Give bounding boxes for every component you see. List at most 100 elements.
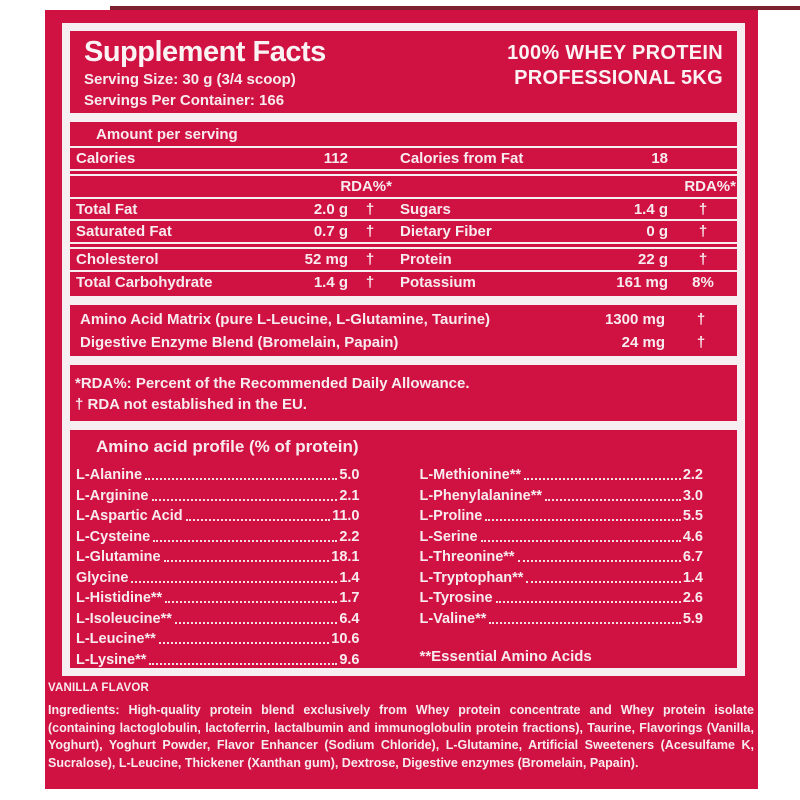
amino-value: 1.4 bbox=[682, 569, 703, 586]
nutrient-label: Dietary Fiber bbox=[400, 223, 492, 241]
amino-name: L-Aspartic Acid bbox=[76, 508, 183, 525]
product-name: 100% WHEY PROTEIN PROFESSIONAL 5KG bbox=[507, 36, 723, 111]
amino-row: L-Serine 4.6 bbox=[420, 524, 704, 545]
dotted-leader bbox=[517, 560, 681, 563]
dotted-leader bbox=[185, 519, 331, 522]
amino-name: L-Arginine bbox=[76, 487, 149, 504]
matrix-rda: † bbox=[696, 310, 706, 328]
rda-notes: *RDA%: Percent of the Recommended Daily … bbox=[70, 365, 737, 421]
facts-heading-block: Supplement Facts Serving Size: 30 g (3/4… bbox=[84, 36, 326, 111]
flavor-label: VANILLA FLAVOR bbox=[48, 682, 149, 694]
amino-row: L-Proline 5.5 bbox=[420, 504, 704, 524]
rda-header-right: RDA%* bbox=[684, 177, 736, 195]
nutrient-label: Cholesterol bbox=[76, 251, 159, 269]
amino-row: L-Cysteine 2.2 bbox=[76, 524, 360, 545]
matrix-row: Digestive Enzyme Blend (Bromelain, Papai… bbox=[70, 331, 737, 354]
dotted-leader bbox=[544, 498, 681, 501]
divider-bar bbox=[70, 420, 737, 430]
matrix-section: Amino Acid Matrix (pure L-Leucine, L-Glu… bbox=[70, 305, 737, 356]
essential-amino-note: **Essential Amino Acids bbox=[419, 647, 592, 665]
nutrient-label: Total Carbohydrate bbox=[76, 274, 213, 292]
note-rda: *RDA%: Percent of the Recommended Daily … bbox=[75, 374, 470, 392]
nutrient-rda: † bbox=[698, 251, 708, 269]
product-name-line2: PROFESSIONAL 5KG bbox=[514, 67, 723, 89]
amino-name: L-Serine bbox=[419, 528, 478, 545]
supplement-facts-frame: Supplement Facts Serving Size: 30 g (3/4… bbox=[62, 23, 745, 676]
amino-name: L-Valine** bbox=[419, 610, 487, 627]
amino-row: L-Lysine** 9.6 bbox=[76, 647, 360, 668]
amino-value: 2.6 bbox=[682, 590, 703, 607]
amino-name: L-Tryptophan** bbox=[419, 569, 524, 586]
dotted-leader bbox=[165, 601, 338, 604]
nutrient-value: 1.4 g bbox=[633, 200, 668, 218]
nutrient-value: 1.4 g bbox=[313, 274, 348, 292]
calories-row: Calories 112 Calories from Fat 18 bbox=[70, 148, 737, 169]
divider-line bbox=[70, 270, 737, 273]
amino-name: L-Alanine bbox=[76, 467, 143, 484]
amino-row: L-Glutamine 18.1 bbox=[76, 545, 360, 566]
amino-value: 18.1 bbox=[331, 549, 360, 566]
nutrient-row: Total Carbohydrate 1.4 g † Potassium 161… bbox=[70, 272, 737, 293]
amino-value: 2.2 bbox=[339, 528, 360, 545]
nutrient-rda: † bbox=[698, 223, 708, 241]
dotted-leader bbox=[526, 580, 681, 583]
amino-row: L-Valine** 5.9 bbox=[420, 606, 704, 627]
calories-value: 112 bbox=[323, 149, 348, 167]
dotted-leader bbox=[480, 539, 681, 542]
dotted-leader bbox=[151, 498, 338, 501]
dotted-leader bbox=[145, 478, 338, 481]
rda-header-row: RDA%* RDA%* bbox=[70, 176, 737, 197]
matrix-label: Amino Acid Matrix (pure L-Leucine, L-Glu… bbox=[80, 310, 491, 328]
amino-name: L-Cysteine bbox=[76, 528, 151, 545]
amino-value: 2.1 bbox=[339, 487, 360, 504]
servings-per-container: Servings Per Container: 166 bbox=[84, 92, 285, 109]
serving-size: Serving Size: 30 g (3/4 scoop) bbox=[84, 71, 296, 88]
nutrient-rda: † bbox=[365, 251, 375, 269]
dotted-leader bbox=[495, 601, 681, 604]
nutrient-label: Potassium bbox=[400, 274, 476, 292]
amino-value: 9.6 bbox=[339, 651, 360, 668]
amino-name: L-Glutamine bbox=[76, 549, 161, 566]
nutrient-label: Sugars bbox=[400, 200, 451, 218]
amino-value: 5.0 bbox=[339, 467, 360, 484]
amino-name: L-Leucine** bbox=[76, 631, 156, 648]
amino-name: L-Histidine** bbox=[76, 590, 163, 607]
dotted-leader bbox=[163, 560, 330, 563]
matrix-label: Digestive Enzyme Blend (Bromelain, Papai… bbox=[80, 333, 399, 351]
amino-name: L-Methionine** bbox=[419, 467, 522, 484]
amino-columns: L-Alanine 5.0 L-Arginine 2.1 L-Aspartic Ac… bbox=[74, 463, 733, 668]
amino-name: L-Isoleucine** bbox=[76, 610, 172, 627]
amino-name: L-Threonine** bbox=[419, 549, 515, 566]
amino-value: 4.6 bbox=[682, 528, 703, 545]
dotted-leader bbox=[485, 519, 681, 522]
nutrient-rda: † bbox=[365, 223, 375, 241]
matrix-value: 24 mg bbox=[621, 333, 665, 351]
nutrient-rda: 8% bbox=[692, 274, 714, 292]
dotted-leader bbox=[131, 580, 338, 583]
amino-value: 3.0 bbox=[682, 487, 703, 504]
amino-name: L-Lysine** bbox=[76, 651, 147, 668]
ingredients-text: Ingredients: High-quality protein blend … bbox=[48, 703, 754, 770]
amino-row: L-Alanine 5.0 bbox=[76, 463, 360, 484]
product-name-line1: 100% WHEY PROTEIN bbox=[507, 42, 723, 64]
note-dagger: † RDA not established in the EU. bbox=[75, 395, 307, 413]
supplement-label: Supplement Facts Serving Size: 30 g (3/4… bbox=[45, 10, 758, 789]
amino-row: L-Methionine** 2.2 bbox=[419, 463, 704, 484]
nutrient-value: 52 mg bbox=[304, 251, 348, 269]
divider-line bbox=[70, 146, 737, 148]
amino-profile-section: Amino acid profile (% of protein) L-Alan… bbox=[70, 430, 737, 668]
amino-row: L-Isoleucine** 6.4 bbox=[76, 606, 360, 627]
amino-row: L-Phenylalanine** 3.0 bbox=[420, 483, 704, 504]
amino-column-right: L-Methionine** 2.2 L-Phenylalanine** 3.0 L… bbox=[420, 463, 734, 668]
amino-value: 11.0 bbox=[332, 508, 360, 525]
label-header: Supplement Facts Serving Size: 30 g (3/4… bbox=[70, 31, 737, 113]
dotted-leader bbox=[524, 478, 681, 481]
amino-row: L-Threonine** 6.7 bbox=[419, 545, 704, 566]
amount-per-serving-header: Amount per serving bbox=[96, 126, 238, 143]
amino-row: L-Arginine 2.1 bbox=[76, 483, 360, 504]
top-dark-strip bbox=[110, 6, 800, 10]
nutrient-value: 0 g bbox=[646, 223, 668, 241]
nutrient-rda: † bbox=[365, 274, 375, 292]
calories-from-fat-value: 18 bbox=[651, 149, 668, 167]
rda-header-left: RDA%* bbox=[340, 177, 392, 195]
